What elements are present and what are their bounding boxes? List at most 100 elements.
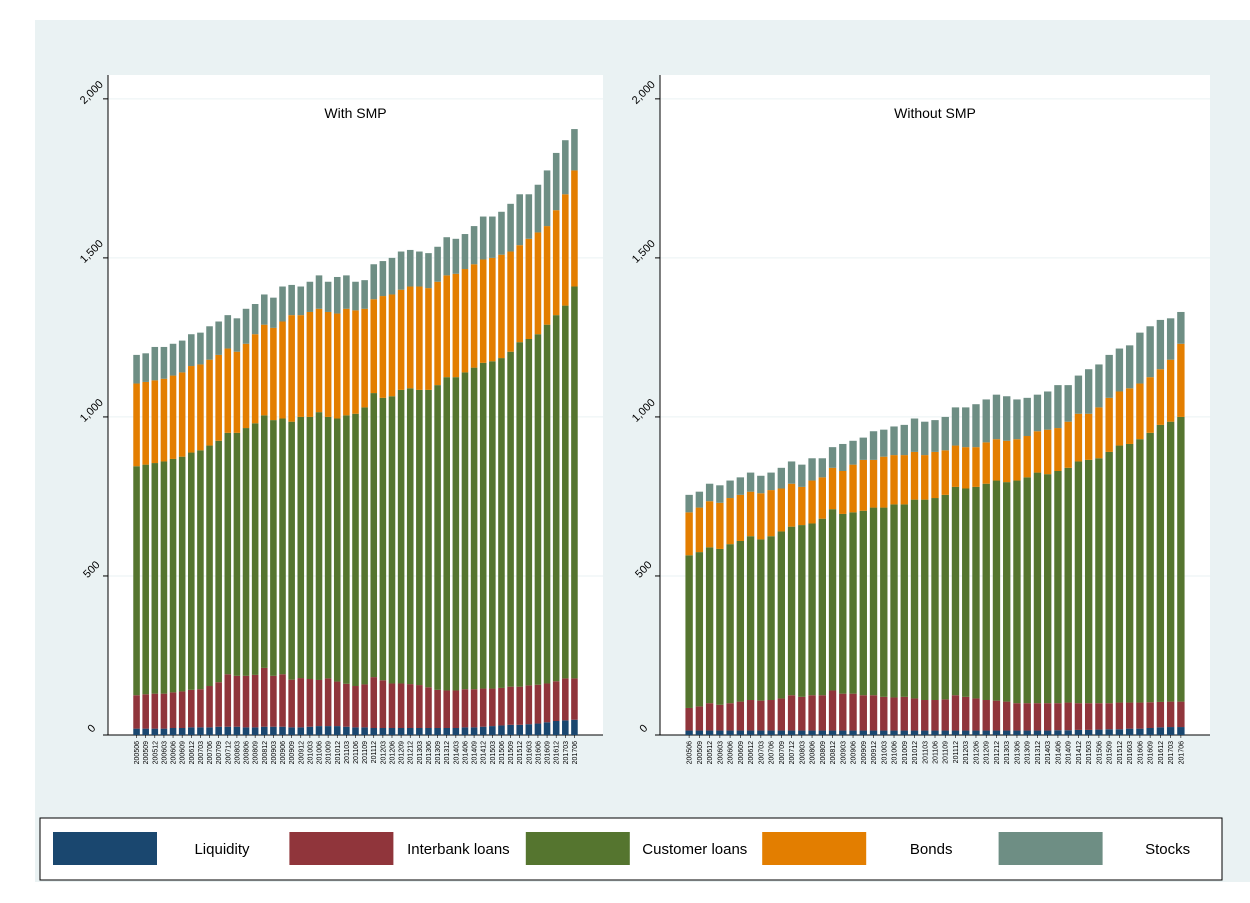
bar-segment [1054, 471, 1062, 704]
x-tick-label: 201109 [943, 741, 950, 764]
bar-segment [1105, 703, 1113, 730]
bar-segment [705, 483, 714, 502]
x-tick-label: 201512 [1117, 741, 1124, 764]
bar-segment [562, 194, 569, 306]
x-tick-label: 201503 [1086, 741, 1093, 764]
bar-segment [726, 480, 734, 499]
bar-segment [828, 730, 837, 735]
x-tick-label: 200903 [840, 741, 847, 764]
bar-segment [982, 700, 990, 731]
bar-segment [839, 471, 847, 514]
bar-segment [859, 730, 867, 735]
bar-segment [777, 730, 786, 735]
bar-segment [951, 445, 960, 487]
bar-segment [705, 501, 714, 548]
bar-segment [777, 698, 786, 731]
bar-segment [695, 552, 704, 707]
bar-segment [839, 693, 847, 731]
bar-segment [716, 502, 724, 549]
bar-segment [379, 680, 387, 729]
x-tick-label: 200506 [687, 741, 694, 764]
bar-segment [288, 679, 295, 728]
x-tick-label: 201303 [1004, 741, 1011, 764]
bar-segment [543, 170, 551, 227]
bar-segment [133, 695, 140, 729]
bar-segment [297, 727, 305, 735]
bar-segment [726, 730, 734, 735]
x-tick-label: 200609 [180, 741, 187, 764]
bar-segment [1095, 407, 1103, 459]
bar-segment [470, 264, 478, 368]
bar-segment [260, 415, 268, 668]
x-tick-label: 201006 [892, 741, 899, 764]
bar-segment [260, 324, 268, 416]
bar-segment [828, 690, 837, 731]
bar-segment [1003, 701, 1011, 731]
bar-segment [452, 377, 460, 691]
bar-segment [169, 375, 177, 459]
bar-segment [1125, 728, 1134, 735]
bar-segment [941, 450, 949, 495]
x-tick-label: 201412 [1076, 741, 1083, 764]
bar-segment [1156, 369, 1165, 425]
bar-segment [552, 681, 560, 722]
bar-segment [178, 456, 186, 692]
bar-segment [910, 451, 919, 500]
bar-segment [787, 483, 796, 527]
x-tick-label: 201312 [444, 741, 451, 764]
bar-segment [798, 730, 806, 735]
x-tick-label: 201109 [362, 741, 369, 764]
bar-segment [859, 437, 867, 460]
bar-segment [443, 237, 451, 276]
bar-segment [315, 679, 323, 727]
bar-segment [757, 539, 765, 701]
bar-segment [900, 730, 908, 735]
bar-segment [1105, 451, 1113, 704]
legend-label: Customer loans [642, 841, 747, 858]
bar-segment [818, 477, 826, 519]
bar-segment [962, 488, 970, 697]
bar-segment [297, 315, 305, 417]
x-tick-label: 201512 [517, 741, 524, 764]
bar-segment [1177, 343, 1185, 417]
bar-segment [352, 310, 359, 414]
bar-segment [562, 678, 569, 721]
x-tick-label: 200712 [225, 741, 232, 764]
bar-segment [379, 261, 387, 297]
legend-swatch [289, 832, 394, 865]
bar-segment [489, 216, 496, 258]
bar-segment [1177, 727, 1185, 735]
bar-segment [757, 475, 765, 494]
legend-label: Interbank loans [407, 841, 510, 858]
bar-segment [695, 730, 704, 735]
bar-segment [507, 686, 514, 725]
bar-segment [516, 194, 523, 246]
legend-label: Stocks [1145, 841, 1190, 858]
bar-segment [839, 513, 847, 694]
bar-segment [361, 684, 368, 728]
bar-segment [798, 525, 806, 697]
bar-segment [890, 426, 898, 456]
x-tick-label: 201112 [953, 741, 960, 763]
bar-segment [1054, 703, 1062, 731]
bar-segment [224, 674, 232, 727]
bar-segment [324, 726, 332, 735]
bar-segment [242, 675, 250, 728]
bar-segment [757, 493, 765, 540]
bar-segment [197, 689, 204, 728]
bar-segment [787, 461, 796, 484]
bar-segment [434, 385, 441, 690]
bar-segment [757, 730, 765, 735]
bar-segment [808, 695, 816, 731]
bar-segment [516, 724, 523, 735]
bar-segment [315, 412, 323, 680]
bar-segment [890, 455, 898, 505]
bar-segment [178, 691, 186, 729]
bar-segment [767, 490, 775, 537]
bar-segment [306, 311, 314, 417]
bar-segment [470, 226, 478, 265]
bar-segment [151, 380, 159, 464]
x-tick-label: 200912 [871, 741, 878, 764]
bar-segment [224, 348, 232, 433]
bar-segment [962, 696, 970, 731]
